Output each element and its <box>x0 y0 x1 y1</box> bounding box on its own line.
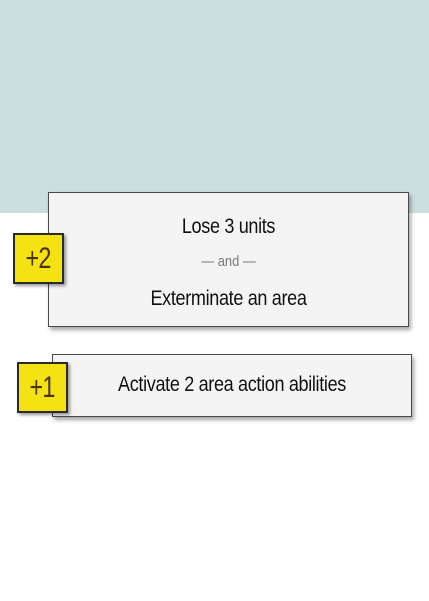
reward-card-plus-one: Activate 2 area action abilities <box>52 354 412 417</box>
bonus-badge-plus-one: +1 <box>17 362 68 413</box>
bonus-value: +2 <box>25 241 52 275</box>
bonus-value: +1 <box>29 370 56 404</box>
reward-condition-exterminate: Exterminate an area <box>150 287 307 310</box>
reward-card-plus-two: Lose 3 units — and — Exterminate an area <box>48 192 409 327</box>
reward-condition-lose-units: Lose 3 units <box>181 215 276 238</box>
and-connector: — and — <box>201 253 256 270</box>
bonus-badge-plus-two: +2 <box>13 233 64 284</box>
top-background-band <box>0 0 429 213</box>
reward-condition-activate-abilities: Activate 2 area action abilities <box>118 373 346 396</box>
